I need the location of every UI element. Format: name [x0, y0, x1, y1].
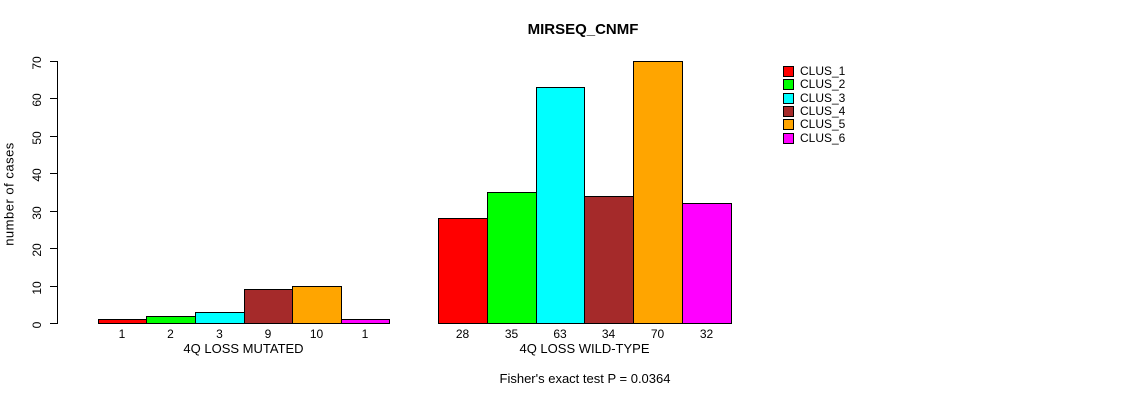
bar-value-label: 32 — [699, 327, 714, 341]
bar-clus_6-group2 — [682, 203, 732, 324]
bar-clus_4-group2 — [584, 196, 634, 324]
legend-swatch-clus_4 — [783, 106, 794, 117]
bar-clus_1-group2 — [438, 218, 488, 324]
y-tick-mark — [50, 248, 58, 249]
bar-value-label: 9 — [264, 327, 272, 341]
chart-title: MIRSEQ_CNMF — [527, 21, 639, 38]
y-tick-label: 40 — [30, 168, 44, 182]
group-axis-label: 4Q LOSS MUTATED — [183, 341, 304, 356]
bar-value-label: 34 — [601, 327, 616, 341]
legend-label-clus_5: CLUS_5 — [800, 117, 846, 131]
bar-clus_3-group1 — [195, 312, 245, 324]
bar-value-label: 2 — [167, 327, 174, 341]
y-tick-label: 50 — [30, 131, 44, 145]
bar-clus_3-group2 — [536, 87, 585, 324]
bar-clus_1-group1 — [98, 319, 147, 324]
legend-swatch-clus_1 — [783, 66, 794, 77]
legend-label-clus_6: CLUS_6 — [800, 131, 846, 145]
legend-swatch-clus_6 — [783, 133, 794, 144]
legend-label-clus_2: CLUS_2 — [800, 77, 846, 91]
legend-label-clus_3: CLUS_3 — [800, 91, 846, 105]
legend-label-clus_4: CLUS_4 — [800, 104, 846, 118]
legend-swatch-clus_2 — [783, 79, 794, 90]
y-tick-mark — [50, 211, 58, 212]
y-tick-label: 20 — [30, 243, 44, 257]
y-tick-label: 70 — [30, 56, 44, 70]
bar-clus_2-group1 — [146, 316, 196, 324]
fisher-test-annotation: Fisher's exact test P = 0.0364 — [499, 371, 671, 386]
y-axis-title: number of cases — [1, 142, 17, 246]
bar-value-label: 63 — [553, 327, 567, 341]
group-axis-label: 4Q LOSS WILD-TYPE — [519, 341, 650, 356]
y-tick-label: 30 — [30, 206, 44, 220]
bar-value-label: 70 — [650, 327, 665, 341]
bar-value-label: 3 — [216, 327, 223, 341]
bar-clus_5-group1 — [292, 286, 342, 324]
y-tick-label: 10 — [30, 281, 44, 295]
legend-swatch-clus_3 — [783, 93, 794, 104]
bar-value-label: 35 — [504, 327, 519, 341]
legend-swatch-clus_5 — [783, 119, 794, 130]
y-tick-mark — [50, 173, 58, 174]
bar-clus_5-group2 — [633, 61, 683, 324]
bar-value-label: 28 — [455, 327, 470, 341]
bar-clus_2-group2 — [487, 192, 537, 324]
y-axis-line — [57, 61, 58, 324]
y-tick-label: 0 — [30, 321, 44, 329]
y-tick-mark — [50, 323, 58, 324]
bar-value-label: 1 — [361, 327, 369, 341]
y-tick-mark — [50, 61, 58, 62]
y-tick-label: 60 — [30, 93, 44, 107]
bar-clus_4-group1 — [244, 289, 293, 324]
bar-value-label: 1 — [118, 327, 126, 341]
y-tick-mark — [50, 136, 58, 137]
bar-value-label: 10 — [309, 327, 324, 341]
bar-clus_6-group1 — [341, 319, 390, 324]
y-tick-mark — [50, 98, 58, 99]
legend-label-clus_1: CLUS_1 — [800, 64, 846, 78]
y-tick-mark — [50, 286, 58, 287]
